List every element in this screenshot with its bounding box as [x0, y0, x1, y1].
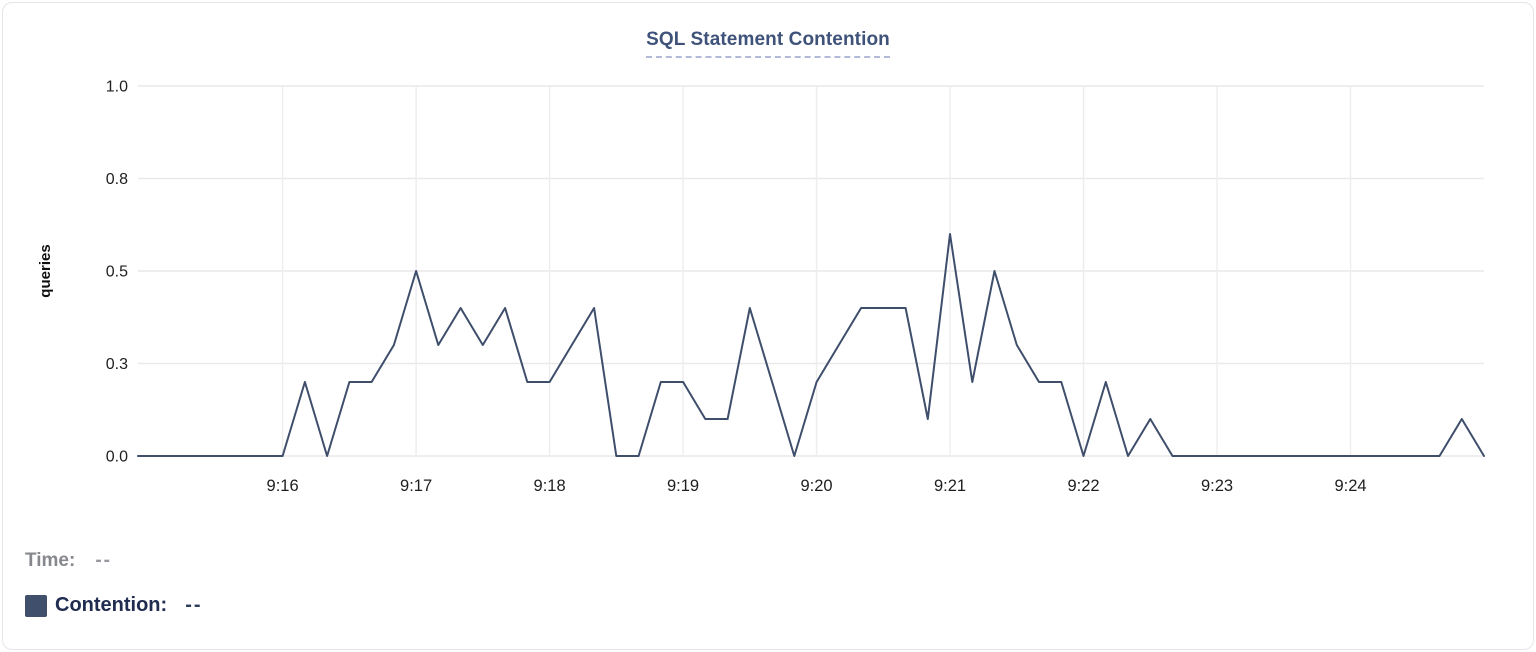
- y-tick-label: 0.0: [106, 449, 128, 466]
- time-readout-value: --: [95, 550, 112, 571]
- chart-header: SQL Statement Contention: [3, 29, 1533, 58]
- contention-series-line[interactable]: [137, 233, 1485, 457]
- x-tick-label: 9:17: [400, 477, 432, 495]
- contention-legend-swatch-icon[interactable]: [25, 594, 47, 617]
- contention-readout-row: Contention: --: [25, 594, 203, 617]
- x-tick-label: 9:16: [267, 477, 299, 495]
- chart-title[interactable]: SQL Statement Contention: [646, 29, 890, 58]
- contention-readout-label: Contention:: [55, 594, 168, 616]
- time-readout-row: Time: --: [25, 550, 112, 572]
- x-tick-label: 9:18: [534, 477, 566, 495]
- y-tick-label: 0.3: [106, 356, 128, 373]
- x-tick-label: 9:24: [1334, 477, 1366, 495]
- x-tick-label: 9:21: [934, 477, 966, 495]
- y-tick-label: 0.8: [106, 171, 128, 188]
- x-tick-label: 9:23: [1201, 477, 1233, 495]
- contention-chart[interactable]: 1.0 0.8 0.5 0.3 0.0 9:16 9:17 9:18 9:19 9:20 9:21 9…: [3, 3, 1534, 523]
- x-tick-label: 9:19: [667, 477, 699, 495]
- time-readout-label: Time:: [25, 550, 76, 571]
- x-tick-label: 9:20: [800, 477, 832, 495]
- x-tick-label: 9:22: [1067, 477, 1099, 495]
- y-tick-label: 0.5: [106, 264, 128, 281]
- y-tick-label: 1.0: [106, 79, 128, 96]
- contention-readout-value: --: [185, 594, 203, 616]
- y-axis-label: queries: [37, 244, 54, 297]
